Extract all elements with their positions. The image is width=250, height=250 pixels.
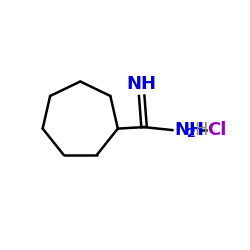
Text: NH: NH bbox=[127, 75, 157, 93]
Text: 2: 2 bbox=[187, 126, 196, 140]
Text: Cl: Cl bbox=[208, 121, 227, 139]
Text: H: H bbox=[194, 121, 207, 139]
Text: NH: NH bbox=[174, 121, 204, 139]
